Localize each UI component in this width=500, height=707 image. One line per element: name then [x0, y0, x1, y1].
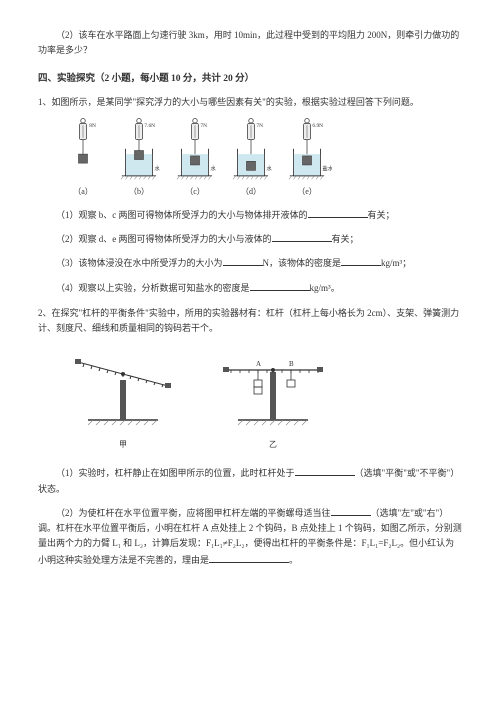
- q1-sub1-text-b: 有关；: [368, 210, 395, 220]
- q2-sub1: （1）实验时，杠杆静止在如图甲所示的位置，此时杠杆处于（选填"平衡"或"不平衡"…: [38, 465, 462, 497]
- q2-sub2-text-c: 。: [289, 555, 298, 565]
- lever-right-svg: A B: [218, 350, 328, 430]
- q2-sub2-blank2: [209, 552, 289, 563]
- q1-sub3-text-c: kg/m³；: [381, 258, 411, 268]
- section-4-title: 四、实验探究（2 小题，每小题 10 分，共计 20 分）: [38, 71, 462, 87]
- q1-sub3-blank1: [223, 255, 263, 266]
- beaker-b: 7.6N 水 （b）: [114, 118, 164, 199]
- svg-text:6.9N: 6.9N: [312, 123, 323, 129]
- svg-text:水: 水: [210, 164, 216, 172]
- svg-text:8N: 8N: [89, 123, 96, 129]
- beaker-label: （e）: [297, 185, 317, 199]
- q2-figure-right: A B 乙: [218, 350, 328, 451]
- q1-sub3-text-a: （3）该物体浸没在水中所受浮力的大小为: [56, 258, 223, 268]
- prev-question-2: （2）该车在水平路面上匀速行驶 3km，用时 10min，此过程中受到的平均阻力…: [38, 28, 462, 59]
- beaker-c: 7N 水 （c）: [170, 118, 220, 199]
- q1-sub4-text-a: （4）观察以上实验，分析数据可知盐水的密度是: [56, 283, 250, 293]
- q1-sub4: （4）观察以上实验，分析数据可知盐水的密度是 kg/m³。: [38, 280, 462, 296]
- q2-sub1-blank: [295, 465, 355, 476]
- q2-intro: 2、在探究"杠杆的平衡条件"实验中，所用的实验器材有：杠杆（杠杆上每小格长为 2…: [38, 306, 462, 337]
- q1-intro: 1、如图所示，是某同学"探究浮力的大小与哪些因素有关"的实验，根据实验过程回答下…: [38, 95, 462, 110]
- q1-sub3-blank2: [341, 255, 381, 266]
- beaker-a: 8N （a）: [58, 118, 108, 199]
- svg-text:A: A: [256, 360, 261, 368]
- q1-sub1: （1）观察 b、c 两图可得物体所受浮力的大小与物体排开液体的 有关；: [38, 207, 462, 223]
- q2-figure-left: 甲: [68, 350, 178, 451]
- svg-text:盐水: 盐水: [322, 164, 332, 172]
- q1-sub2-text-a: （2）观察 d、e 两图可得物体所受浮力的大小与液体的: [56, 234, 272, 244]
- q2-fig-right-label: 乙: [218, 438, 328, 452]
- q1-sub2: （2）观察 d、e 两图可得物体所受浮力的大小与液体的 有关；: [38, 231, 462, 247]
- q1-sub1-text-a: （1）观察 b、c 两图可得物体所受浮力的大小与物体排开液体的: [56, 210, 308, 220]
- q1-sub2-blank: [272, 231, 332, 242]
- q2-sub2: （2）为使杠杆在水平位置平衡，应将图甲杠杆左端的平衡螺母适当往（选填"左"或"右…: [38, 505, 462, 568]
- svg-text:7N: 7N: [200, 123, 207, 129]
- q1-sub4-blank: [250, 280, 310, 291]
- lever-left-svg: [68, 350, 178, 430]
- q1-sub1-blank: [308, 207, 368, 218]
- beaker-label: （d）: [241, 185, 261, 199]
- q2-sub1-text-a: （1）实验时，杠杆静止在如图甲所示的位置，此时杠杆处于: [56, 468, 295, 478]
- q1-figure-row: 8N （a） 7.6N 水 （b） 7N 水 （c） 7N 水 （d） 6.9N 盐水 （e）: [58, 118, 462, 199]
- svg-text:7N: 7N: [256, 123, 263, 129]
- beaker-d: 7N 水 （d）: [226, 118, 276, 199]
- q2-fig-left-label: 甲: [68, 438, 178, 452]
- beaker-label: （b）: [129, 185, 149, 199]
- beaker-label: （a）: [73, 185, 93, 199]
- q1-sub4-text-b: kg/m³。: [310, 283, 340, 293]
- q1-sub3-text-b: N，该物体的密度是: [263, 258, 342, 268]
- svg-text:水: 水: [266, 164, 272, 172]
- beaker-label: （c）: [185, 185, 205, 199]
- beaker-e: 6.9N 盐水 （e）: [282, 118, 332, 199]
- q2-figure-row: 甲: [68, 350, 462, 451]
- q1-sub2-text-b: 有关；: [332, 234, 359, 244]
- q1-sub3: （3）该物体浸没在水中所受浮力的大小为 N，该物体的密度是 kg/m³；: [38, 255, 462, 271]
- q2-sub2-text-a: （2）为使杠杆在水平位置平衡，应将图甲杠杆左端的平衡螺母适当往: [56, 508, 331, 518]
- svg-text:B: B: [289, 360, 294, 368]
- svg-text:水: 水: [154, 164, 160, 172]
- q2-sub2-blank1: [331, 505, 371, 516]
- svg-text:7.6N: 7.6N: [144, 123, 155, 129]
